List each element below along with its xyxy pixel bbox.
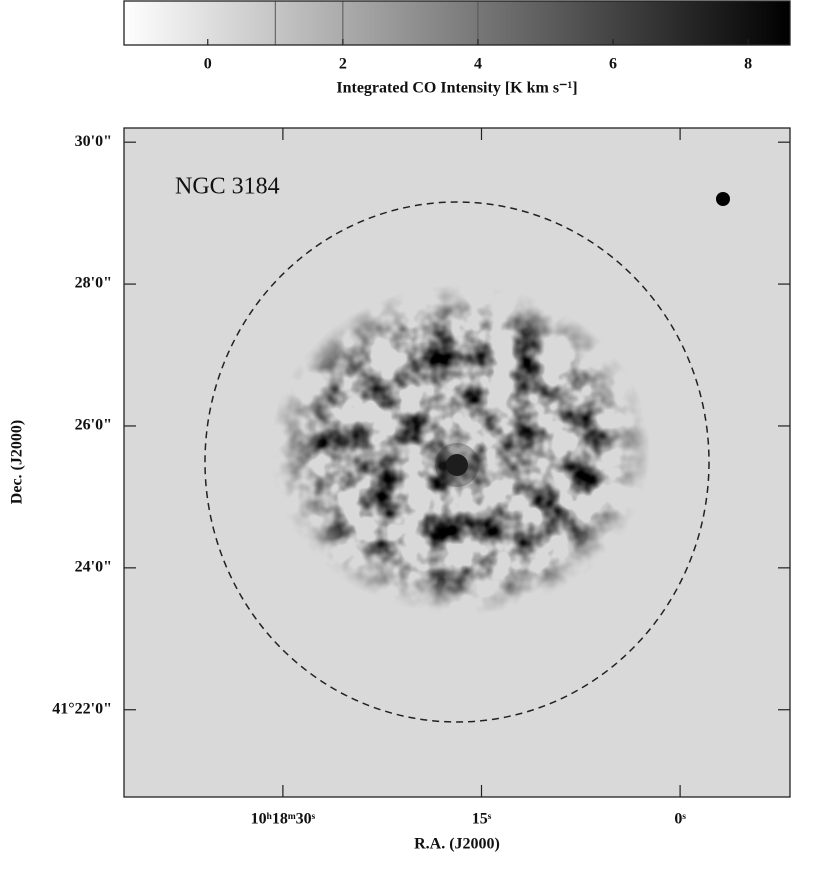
y-tick-label: 24'0"	[75, 559, 112, 576]
colorbar-tick-label: 8	[744, 56, 752, 73]
colorbar-tick-label: 4	[474, 56, 482, 73]
colorbar: 0 2 4 6 8 Integrated CO Intensity [K km s⁻¹]	[123, 0, 791, 97]
y-tick-label: 28'0"	[75, 275, 112, 292]
y-tick-label: 30'0"	[75, 133, 112, 150]
colorbar-label: Integrated CO Intensity [K km s⁻¹]	[336, 80, 577, 97]
x-tick-label: 15ˢ	[472, 811, 492, 828]
nucleus	[446, 454, 468, 476]
colorbar-tick-label: 0	[204, 56, 212, 73]
field-of-view	[204, 201, 710, 723]
y-tick-label: 26'0"	[75, 417, 112, 434]
colorbar-frame	[123, 0, 791, 46]
colorbar-tick-label: 2	[339, 56, 347, 73]
emission-noise	[260, 280, 660, 620]
nucleus-halo	[435, 443, 479, 487]
colorbar-tick-label: 6	[609, 56, 617, 73]
annotation: NGC 3184	[175, 174, 280, 200]
emission-map	[260, 280, 660, 620]
beam	[716, 192, 730, 206]
x-tick-label: 10ʰ18ᵐ30ˢ	[251, 811, 316, 828]
colorbar-gradient	[124, 1, 790, 45]
y-tick-label: 41°22'0"	[52, 700, 112, 717]
plot: 10ʰ18ᵐ30ˢ 15ˢ 0ˢ 30'0" 28'0" 26'0" 24'0" 41°22'…	[9, 127, 791, 853]
plot-frame	[123, 127, 791, 798]
x-axis-label: R.A. (J2000)	[414, 836, 500, 853]
x-tick-label: 0ˢ	[674, 811, 686, 828]
y-axis-label: Dec. (J2000)	[9, 420, 26, 504]
